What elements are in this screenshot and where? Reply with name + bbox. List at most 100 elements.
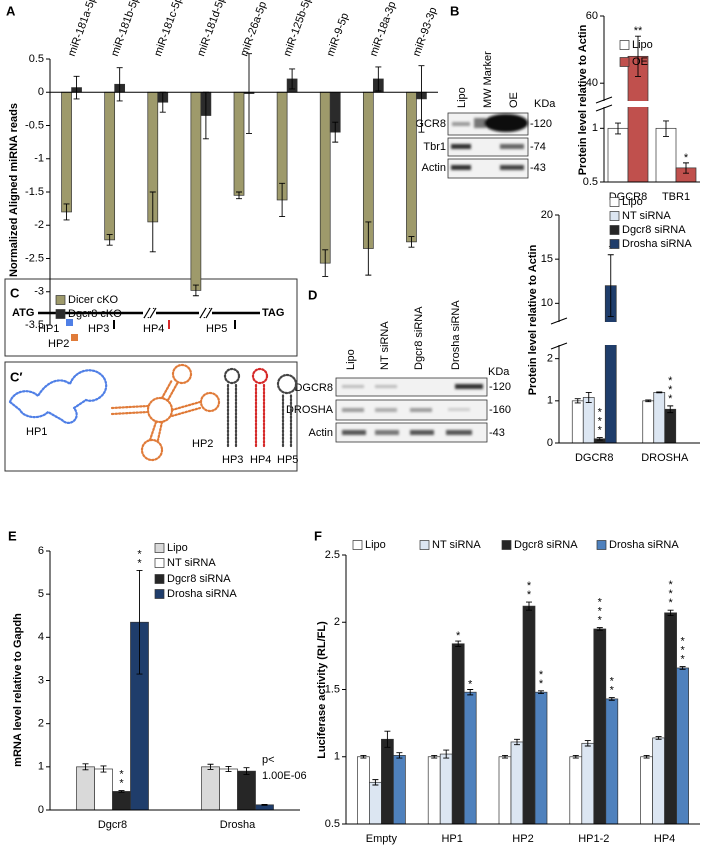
hp2-loop <box>171 363 193 385</box>
y-tick-label: -3 <box>34 286 44 298</box>
legend-swatch <box>419 540 430 550</box>
y-axis-label: mRNA level relative to Gapdh <box>12 613 24 767</box>
hp5-loop <box>276 373 298 395</box>
bar <box>593 628 607 825</box>
lane-label: NT siRNA <box>379 321 391 370</box>
error-bar <box>538 690 544 694</box>
panel-label: A <box>6 3 16 18</box>
hp4-loop <box>251 367 269 385</box>
significance-label: ** <box>535 669 547 687</box>
break-gap <box>199 309 212 317</box>
error-bar <box>118 790 125 793</box>
marker-label: -74 <box>530 141 546 153</box>
stop-codon: TAG <box>262 307 284 319</box>
start-codon: ATG <box>12 307 34 319</box>
lane-label: Drosha siRNA <box>450 300 462 370</box>
error-bar <box>514 738 520 746</box>
y-tick-label: 1 <box>38 761 44 773</box>
panel-label: D <box>308 287 317 302</box>
lane-label: Lipo <box>456 87 468 108</box>
bar <box>427 756 441 825</box>
significance-label: ** <box>634 25 643 37</box>
bar <box>237 770 256 811</box>
error-bar <box>136 569 143 675</box>
y-axis-label: Protein level relative to Actin <box>577 24 589 175</box>
significance-label: *** <box>664 375 676 402</box>
bar <box>233 91 245 196</box>
bar <box>652 737 665 825</box>
bar <box>94 768 113 811</box>
error-bar <box>607 254 614 318</box>
error-bar <box>596 437 603 441</box>
y-axis-label: Luciferase activity (RL/FL) <box>316 621 328 759</box>
y-tick-label: 40 <box>586 77 598 89</box>
note: p< <box>262 754 275 766</box>
error-bar <box>360 754 367 759</box>
marker-label: -43 <box>489 427 505 439</box>
bar <box>653 392 666 444</box>
bar <box>664 408 677 444</box>
bar <box>510 741 524 825</box>
y-axis-label: Normalized Aligned miRNA reads <box>8 103 20 277</box>
panel-label: E <box>8 528 17 543</box>
error-bar <box>192 284 199 297</box>
hp2-loop <box>140 438 164 462</box>
error-bar <box>365 221 372 276</box>
y-tick-label: 2 <box>547 353 553 365</box>
error-bar <box>396 752 403 759</box>
error-bar <box>643 754 650 759</box>
unit-label: KDa <box>488 366 510 378</box>
bar <box>381 738 394 825</box>
bar <box>640 756 653 825</box>
error-bar <box>236 191 242 200</box>
x-tick-label: Dgcr8 <box>98 819 127 831</box>
error-bar <box>207 763 214 770</box>
error-bar <box>667 609 674 616</box>
significance-label: * <box>684 152 689 164</box>
y-tick-label: 1.5 <box>325 683 340 695</box>
error-bar <box>645 399 652 403</box>
bar <box>522 605 536 825</box>
legend-label: Dgcr8 siRNA <box>514 539 578 551</box>
row-label: DGCR8 <box>294 382 333 394</box>
y-tick-label: -0.5 <box>25 119 44 131</box>
y-tick-label: 0.5 <box>325 818 340 830</box>
error-bar <box>663 120 669 137</box>
hp5-stem <box>281 392 293 448</box>
blot-row <box>447 158 529 179</box>
legend-swatch <box>619 57 630 67</box>
significance-label: *** <box>665 579 677 606</box>
legend-swatch <box>154 543 165 553</box>
bar <box>581 742 595 825</box>
legend-label: NT siRNA <box>167 557 216 569</box>
significance-label: ** <box>606 676 618 694</box>
error-bar <box>431 754 438 759</box>
y-tick-label: -2.5 <box>25 252 44 264</box>
bar <box>104 91 116 241</box>
hp3-stem <box>226 382 238 448</box>
legend-label: Drosha siRNA <box>167 588 237 600</box>
significance-label: ** <box>116 769 128 787</box>
axis-break-gap <box>598 101 700 107</box>
break-mark <box>143 307 213 319</box>
error-bar <box>467 689 474 696</box>
bar <box>534 691 548 825</box>
y-tick-label: 0 <box>547 437 553 449</box>
significance-label: * <box>456 630 461 642</box>
row-label: Actin <box>309 427 333 439</box>
row-label: DROSHA <box>286 404 334 416</box>
hairpin-label: HP4 <box>143 323 164 335</box>
error-bar <box>63 203 70 221</box>
y-axis-label: Protein level relative to Actin <box>527 244 539 395</box>
legend-label: Drosha siRNA <box>622 238 692 250</box>
error-bar <box>585 391 592 403</box>
legend-swatch <box>609 239 620 249</box>
error-bar <box>502 754 508 759</box>
error-bar <box>656 391 663 394</box>
y-tick-label: -1.5 <box>25 186 44 198</box>
significance-label: *** <box>677 636 689 663</box>
y-tick-label: 10 <box>541 297 553 309</box>
bar <box>571 400 584 444</box>
legend-label: NT siRNA <box>432 539 481 551</box>
legend-label: Dgcr8 siRNA <box>167 573 231 585</box>
